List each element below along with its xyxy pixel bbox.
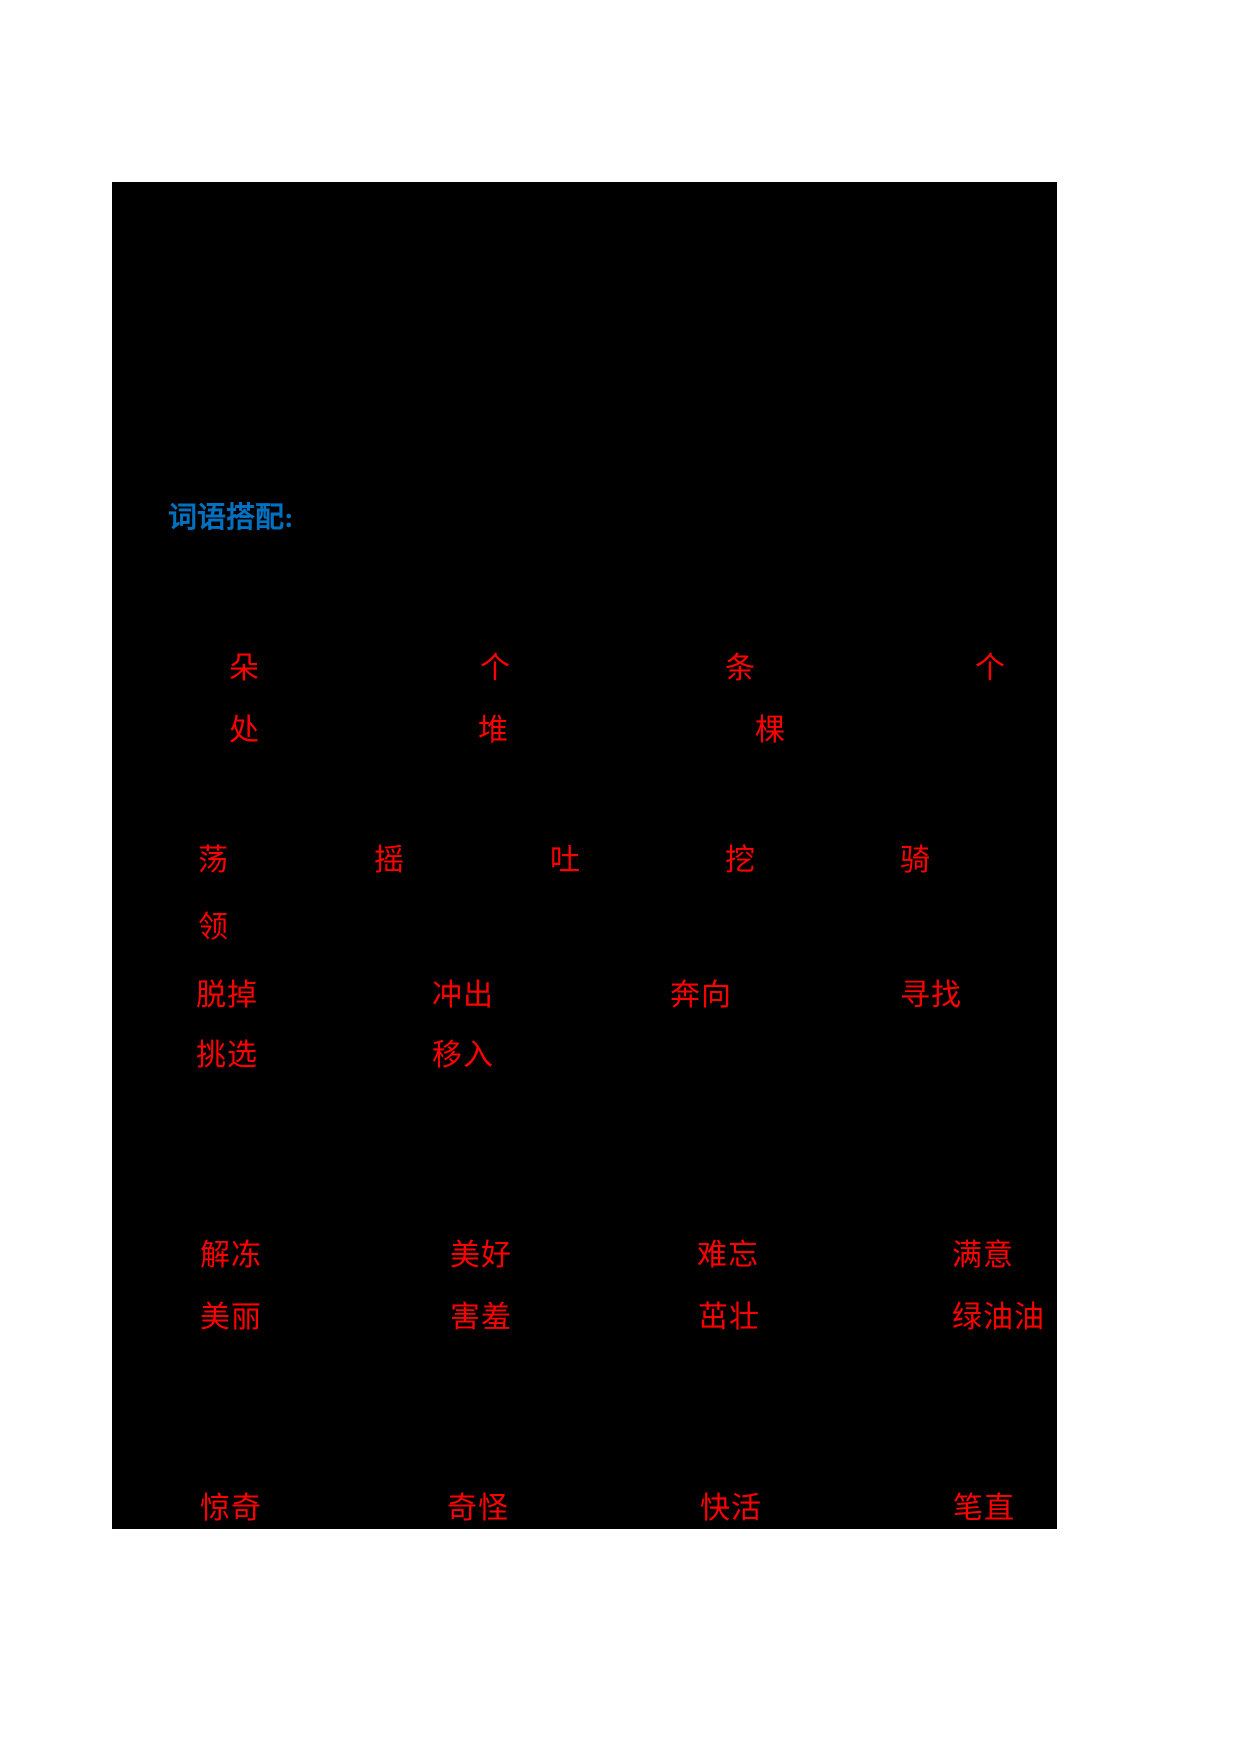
adjectives-row-3-word-4: 笔直 [953,1492,1015,1525]
measure-words-row-1-word-4: 个 [975,652,1006,685]
verbs-row-3-word-1: 脱掉 [196,979,258,1012]
adjectives-row-2-word-2: 害羞 [450,1301,512,1334]
verbs-row-1-word-2: 摇 [374,844,405,877]
adjectives-row-1-word-4: 满意 [952,1239,1014,1272]
adjectives-row-1-word-1: 解冻 [200,1239,262,1272]
verbs-row-1-word-5: 骑 [900,844,931,877]
section-heading: 词语搭配: [168,502,294,534]
adjectives-row-3-word-2: 奇怪 [447,1492,509,1525]
measure-words-row-1-word-3: 条 [725,652,756,685]
adjectives-row-2-word-4: 绿油油 [952,1301,1045,1334]
verbs-row-1-word-1: 荡 [198,844,229,877]
verbs-row-3-word-2: 冲出 [432,979,494,1012]
adjectives-row-3-word-1: 惊奇 [200,1492,262,1525]
worksheet-black-panel: 词语搭配: 朵 个 条 个处 堆 棵荡 摇 吐 挖 骑领脱掉 冲出 奔向 寻找挑选 移入解冻 美好 难忘 满意美… [112,182,1057,1529]
verbs-row-4-word-2: 移入 [432,1039,494,1072]
adjectives-row-2-word-3: 茁壮 [698,1301,760,1334]
measure-words-row-1-word-1: 朵 [229,652,260,685]
adjectives-row-1-word-3: 难忘 [697,1239,759,1272]
adjectives-row-3-word-3: 快活 [700,1492,762,1525]
verbs-row-3-word-3: 奔向 [670,979,732,1012]
adjectives-row-1-word-2: 美好 [450,1239,512,1272]
verbs-row-3-word-4: 寻找 [900,979,962,1012]
measure-words-row-2-word-2: 堆 [478,714,509,747]
verbs-row-4-word-1: 挑选 [196,1039,258,1072]
verbs-row-2-word-1: 领 [198,911,229,944]
measure-words-row-2-word-3: 棵 [755,714,786,747]
measure-words-row-2-word-1: 处 [229,714,260,747]
verbs-row-1-word-3: 吐 [550,844,581,877]
measure-words-row-1-word-2: 个 [480,652,511,685]
verbs-row-1-word-4: 挖 [725,844,756,877]
adjectives-row-2-word-1: 美丽 [200,1301,262,1334]
